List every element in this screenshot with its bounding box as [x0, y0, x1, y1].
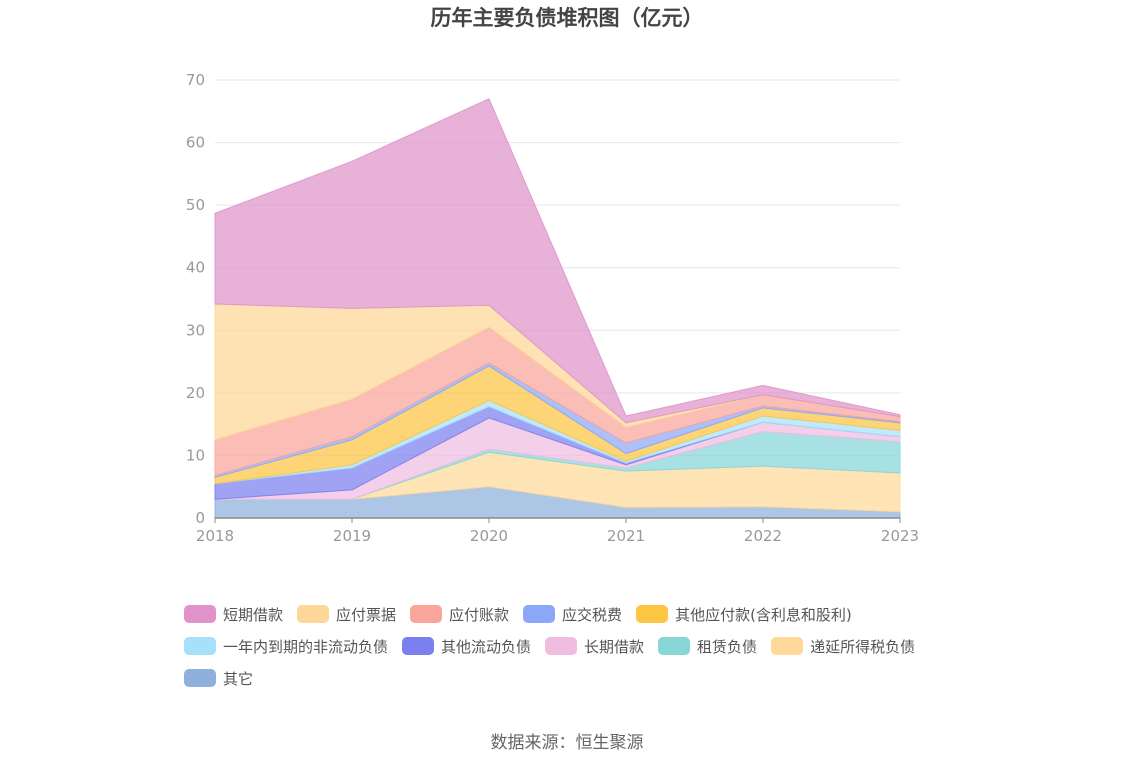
- legend-label: 其它: [223, 669, 254, 688]
- area-series-10: [214, 98, 901, 424]
- legend-label: 一年内到期的非流动负债: [223, 637, 389, 656]
- x-tick-label: 2019: [333, 527, 371, 545]
- axes: 0 10 20 30 40 50 60 70 2018 2019 2020 2021 2022 2023: [186, 71, 919, 545]
- legend-swatch: [410, 605, 443, 623]
- legend-swatch: [184, 605, 216, 623]
- legend-label: 租赁负债: [697, 637, 758, 656]
- y-tick-label: 50: [186, 196, 205, 214]
- legend-swatch: [545, 637, 578, 655]
- legend-item[interactable]: 应付账款: [410, 604, 509, 625]
- legend-label: 应交税费: [562, 605, 623, 624]
- y-tick-label: 10: [186, 446, 205, 464]
- legend-item[interactable]: 其他应付款(含利息和股利): [636, 604, 852, 625]
- legend-item[interactable]: 一年内到期的非流动负债: [184, 636, 388, 657]
- legend-label: 其他应付款(含利息和股利): [675, 605, 852, 624]
- chart-title: 历年主要负债堆积图（亿元）: [430, 6, 704, 30]
- legend-swatch: [184, 637, 216, 655]
- legend-item[interactable]: 长期借款: [545, 636, 644, 657]
- legend-swatch: [297, 605, 330, 623]
- x-tick-label: 2021: [607, 527, 645, 545]
- legend: 短期借款 应付票据 应付账款 应交税费 其他应付款(含利息和股利) 一年内到期的非流动负债…: [184, 598, 984, 694]
- legend-label: 应付票据: [336, 605, 397, 624]
- y-tick-label: 70: [186, 71, 205, 89]
- y-tick-label: 0: [195, 509, 205, 527]
- legend-item[interactable]: 应交税费: [523, 604, 622, 625]
- legend-item[interactable]: 短期借款: [184, 604, 283, 625]
- data-source-note: 数据来源：恒生聚源: [490, 733, 644, 753]
- legend-item[interactable]: 其它: [184, 668, 253, 689]
- legend-swatch: [402, 637, 435, 655]
- y-tick-label: 60: [186, 134, 205, 152]
- x-tick-label: 2020: [470, 527, 508, 545]
- y-tick-label: 40: [186, 259, 205, 277]
- y-tick-label: 30: [186, 321, 205, 339]
- legend-row: 其它: [184, 662, 984, 694]
- x-tick-label: 2022: [744, 527, 782, 545]
- legend-item[interactable]: 应付票据: [297, 604, 396, 625]
- legend-item[interactable]: 租赁负债: [658, 636, 757, 657]
- legend-row: 一年内到期的非流动负债 其他流动负债 长期借款 租赁负债 递延所得税负债: [184, 630, 984, 662]
- stacked-area-chart: 0 10 20 30 40 50 60 70 2018 2019 2020 2021 2022 2023: [186, 71, 919, 545]
- legend-swatch: [523, 605, 556, 623]
- area-series: [214, 98, 901, 519]
- legend-item[interactable]: 递延所得税负债: [771, 636, 915, 657]
- legend-label: 应付账款: [449, 605, 510, 624]
- legend-label: 短期借款: [223, 605, 284, 624]
- legend-label: 递延所得税负债: [810, 637, 916, 656]
- y-tick-label: 20: [186, 384, 205, 402]
- legend-label: 长期借款: [584, 637, 645, 656]
- legend-row: 短期借款 应付票据 应付账款 应交税费 其他应付款(含利息和股利): [184, 598, 984, 630]
- legend-swatch: [658, 637, 691, 655]
- x-tick-label: 2018: [196, 527, 234, 545]
- legend-label: 其他流动负债: [441, 637, 532, 656]
- legend-swatch: [636, 605, 669, 623]
- legend-item[interactable]: 其他流动负债: [402, 636, 531, 657]
- legend-swatch: [771, 637, 804, 655]
- legend-swatch: [184, 669, 216, 687]
- x-tick-label: 2023: [881, 527, 919, 545]
